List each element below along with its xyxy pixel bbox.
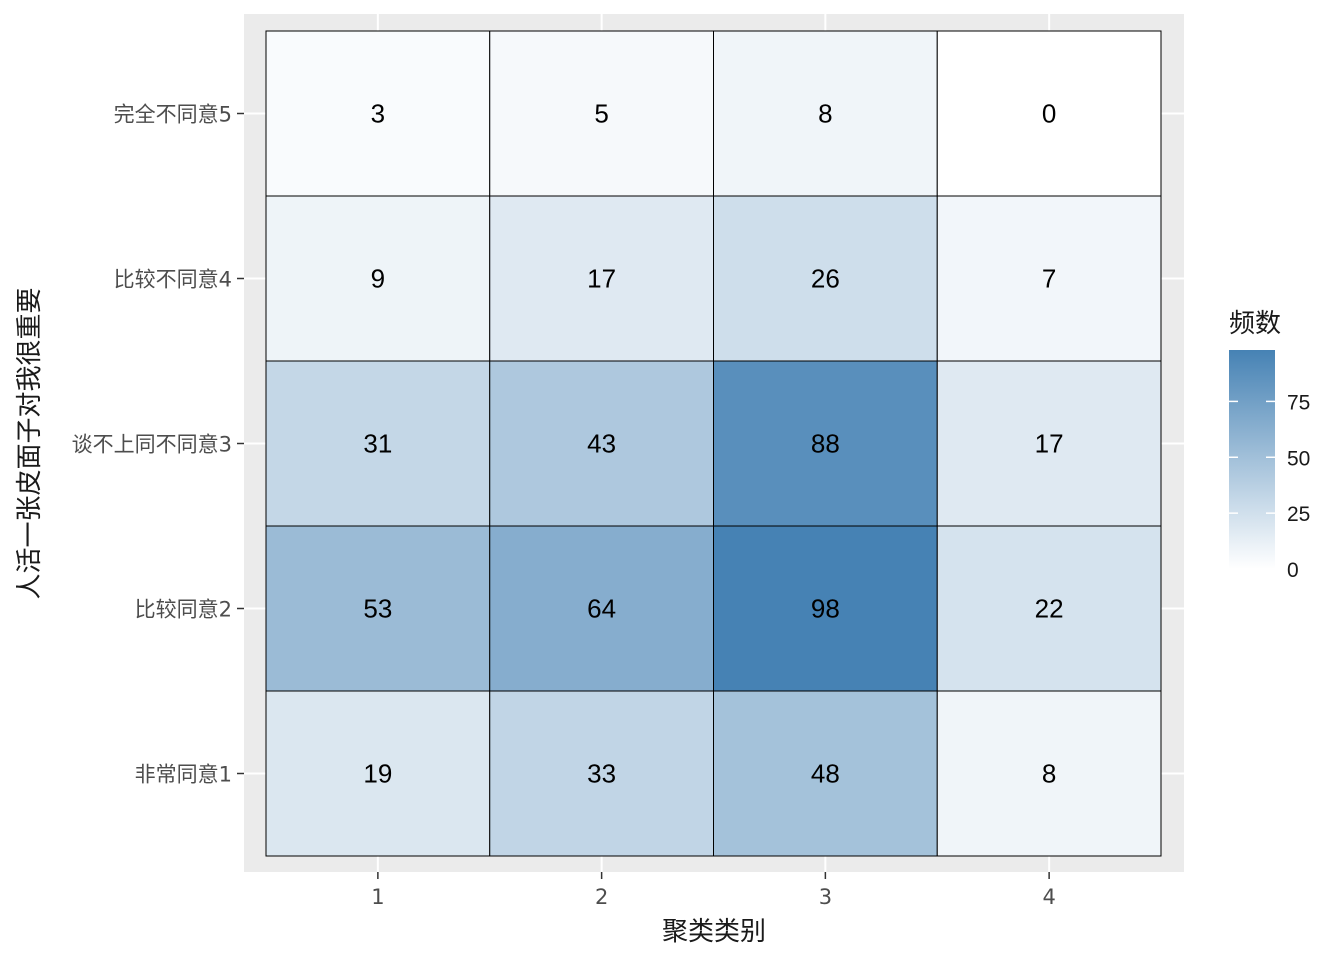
color-legend: 频数 0 25 50 75 [1229, 309, 1310, 582]
cell-value-label: 8 [818, 99, 832, 129]
heatmap-cell [936, 360, 1162, 527]
y-tick-label: 非常同意1 [135, 763, 232, 787]
x-tick-label: 4 [1042, 885, 1055, 909]
heatmap-cell [936, 690, 1162, 857]
legend-tick-label: 75 [1287, 391, 1310, 414]
cell-value-label: 43 [587, 429, 616, 459]
cell-value-label: 98 [811, 594, 840, 624]
cell-value-label: 5 [594, 99, 608, 129]
cell-value-labels: 3 5 8 0 9 17 26 7 31 43 88 17 53 64 98 22 19 33 48 8 [363, 99, 1063, 789]
legend-colorbar [1229, 350, 1275, 569]
heatmap-cell [713, 30, 938, 197]
cell-value-label: 26 [811, 264, 840, 294]
heatmap-cell [489, 690, 714, 857]
legend-ticks: 0 25 50 75 [1229, 391, 1310, 582]
heatmap-cell [265, 690, 491, 857]
heatmap-cell [713, 195, 938, 362]
x-axis-title: 聚类类别 [662, 917, 766, 947]
heatmap-cells [265, 30, 1162, 857]
legend-tick-label: 25 [1287, 503, 1310, 526]
cell-value-label: 7 [1042, 264, 1056, 294]
heatmap-cell [265, 525, 491, 692]
cell-value-label: 17 [1035, 429, 1064, 459]
x-tick-label: 3 [819, 885, 832, 909]
y-axis-title: 人活一张皮面子对我很重要 [15, 287, 45, 599]
cell-value-label: 33 [587, 759, 616, 789]
heatmap-cell [489, 360, 714, 527]
cell-value-label: 0 [1042, 99, 1056, 129]
heatmap-cell [713, 690, 938, 857]
y-tick-label: 谈不上同不同意3 [72, 433, 232, 457]
cell-value-label: 8 [1042, 759, 1056, 789]
cell-value-label: 3 [371, 99, 385, 129]
legend-tick-label: 0 [1287, 559, 1299, 582]
y-axis: 完全不同意5 比较不同意4 谈不上同不同意3 比较同意2 非常同意1 [72, 103, 244, 787]
cell-value-label: 64 [587, 594, 616, 624]
cell-value-label: 19 [363, 759, 392, 789]
heatmap-cell [936, 195, 1162, 362]
y-tick-label: 比较同意2 [135, 598, 232, 622]
heatmap-cell [265, 30, 491, 197]
x-tick-label: 2 [595, 885, 608, 909]
cell-value-label: 31 [363, 429, 392, 459]
cell-value-label: 9 [371, 264, 385, 294]
heatmap-cell [265, 360, 491, 527]
heatmap-cell [713, 360, 938, 527]
heatmap-cell [265, 195, 491, 362]
heatmap-cell [489, 525, 714, 692]
legend-title: 频数 [1229, 309, 1281, 339]
y-tick-label: 完全不同意5 [114, 103, 232, 127]
cell-value-label: 53 [363, 594, 392, 624]
y-tick-label: 比较不同意4 [114, 268, 232, 292]
heatmap-cell [489, 30, 714, 197]
x-tick-label: 1 [371, 885, 384, 909]
x-axis: 1 2 3 4 [371, 872, 1056, 909]
heatmap-cell [713, 525, 938, 692]
cell-value-label: 48 [811, 759, 840, 789]
heatmap-cell [936, 30, 1162, 197]
legend-tick-label: 50 [1287, 447, 1310, 470]
cell-value-label: 17 [587, 264, 616, 294]
heatmap-cell [936, 525, 1162, 692]
cell-value-label: 22 [1035, 594, 1064, 624]
cell-value-label: 88 [811, 429, 840, 459]
